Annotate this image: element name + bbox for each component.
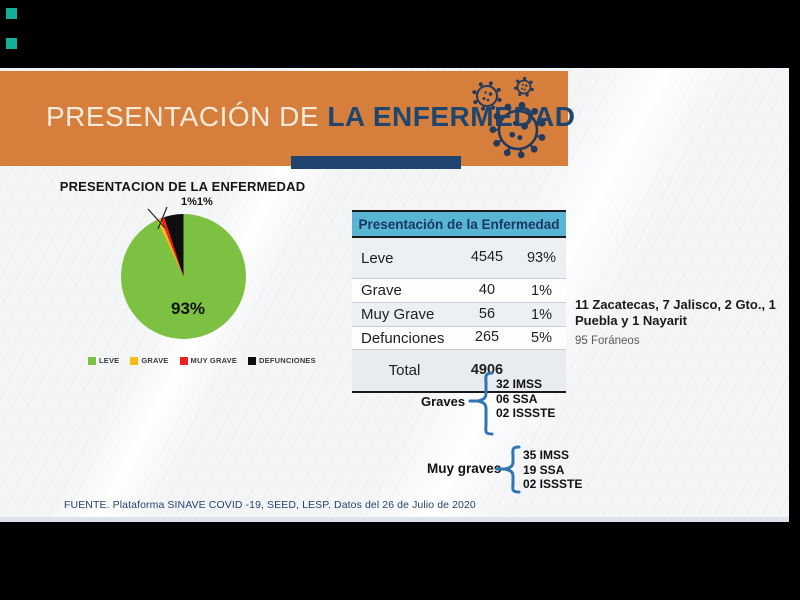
muy-graves-item: 19 SSA <box>523 462 565 477</box>
legend-label: LEVE <box>99 356 120 365</box>
page-title-bold: LA ENFERMEDAD <box>327 101 576 132</box>
banner <box>0 71 568 166</box>
muy-graves-item: 35 IMSS <box>523 448 570 462</box>
cell-value: 56 <box>478 305 496 322</box>
cell-percent: 1% <box>531 282 552 299</box>
pie-label-leve: 93% <box>170 299 206 318</box>
cell-label: Defunciones <box>361 329 445 347</box>
cell-label: Muy Grave <box>361 306 435 323</box>
virus-icon <box>472 76 546 159</box>
pie-chart <box>121 214 246 339</box>
decor-square-top <box>6 8 17 19</box>
cell-value: 265 <box>474 329 500 346</box>
data-table: Presentación de la Enfermedad Leve 4545 … <box>352 210 566 393</box>
cell-label: Grave <box>361 282 402 299</box>
legend-label: DEFUNCIONES <box>259 356 316 365</box>
states-note-line1: 11 Zacatecas, 7 Jalisco, 2 Gto., 1 <box>575 297 776 312</box>
legend-item-defunciones: DEFUNCIONES <box>248 356 316 365</box>
chart-title: PRESENTACION DE LA ENFERMEDAD <box>59 179 306 194</box>
states-note: 11 Zacatecas, 7 Jalisco, 2 Gto., 1 Puebl… <box>575 297 787 328</box>
legend-swatch-grave <box>130 356 139 365</box>
table-row: Leve 4545 93% <box>352 238 566 279</box>
legend-swatch-muy-grave <box>179 356 188 365</box>
graves-item: 02 ISSSTE <box>496 406 556 420</box>
total-value: 4906 <box>470 361 504 378</box>
table-total-row: Total 4906 <box>352 350 566 391</box>
graves-label: Graves <box>421 394 466 409</box>
graves-item: 32 IMSS <box>496 377 543 391</box>
source-footer: FUENTE. Plataforma SINAVE COVID -19, SEE… <box>64 499 476 511</box>
cell-percent: 1% <box>531 306 552 323</box>
cell-value: 4545 <box>470 249 504 266</box>
title-underline-bar <box>291 156 461 169</box>
states-note-line2: Puebla y 1 Nayarit <box>575 312 687 328</box>
legend-swatch-defunciones <box>248 356 257 365</box>
pie-leader-lines <box>147 206 168 230</box>
page-title: PRESENTACIÓN DE LA ENFERMEDAD <box>46 101 575 133</box>
page-title-regular: PRESENTACIÓN DE <box>46 101 328 132</box>
legend-item-muy-grave: MUY GRAVE <box>179 356 238 365</box>
pie-label-small-slices: 1%1% <box>181 196 213 208</box>
total-label: Total <box>388 362 421 379</box>
table-row: Muy Grave 56 1% <box>352 303 566 327</box>
muy-graves-label: Muy graves <box>427 461 502 476</box>
graves-items: 32 IMSS 06 SSA 02 ISSSTE <box>496 377 555 421</box>
pie-legend: LEVE GRAVE MUY GRAVE DEFUNCIONES <box>88 356 316 365</box>
muy-graves-items: 35 IMSS 19 SSA 02 ISSSTE <box>523 448 582 492</box>
foraneos-note: 95 Foráneos <box>575 335 640 347</box>
graves-brace-icon <box>468 371 494 436</box>
legend-label: GRAVE <box>141 356 169 365</box>
cell-label: Leve <box>361 249 394 267</box>
decor-square-bottom <box>6 38 17 49</box>
cell-percent: 93% <box>526 250 557 266</box>
legend-label: MUY GRAVE <box>190 356 238 365</box>
table-row: Grave 40 1% <box>352 279 566 303</box>
legend-swatch-leve <box>88 356 96 365</box>
legend-item-leve: LEVE <box>88 356 119 365</box>
muy-graves-brace-icon <box>495 445 521 494</box>
legend-item-grave: GRAVE <box>130 356 168 365</box>
cell-value: 40 <box>478 281 496 298</box>
muy-graves-item: 02 ISSSTE <box>523 477 583 491</box>
graves-item: 06 SSA <box>496 391 538 406</box>
table-header: Presentación de la Enfermedad <box>352 212 566 238</box>
cell-percent: 5% <box>531 330 552 346</box>
table-row: Defunciones 265 5% <box>352 327 566 350</box>
